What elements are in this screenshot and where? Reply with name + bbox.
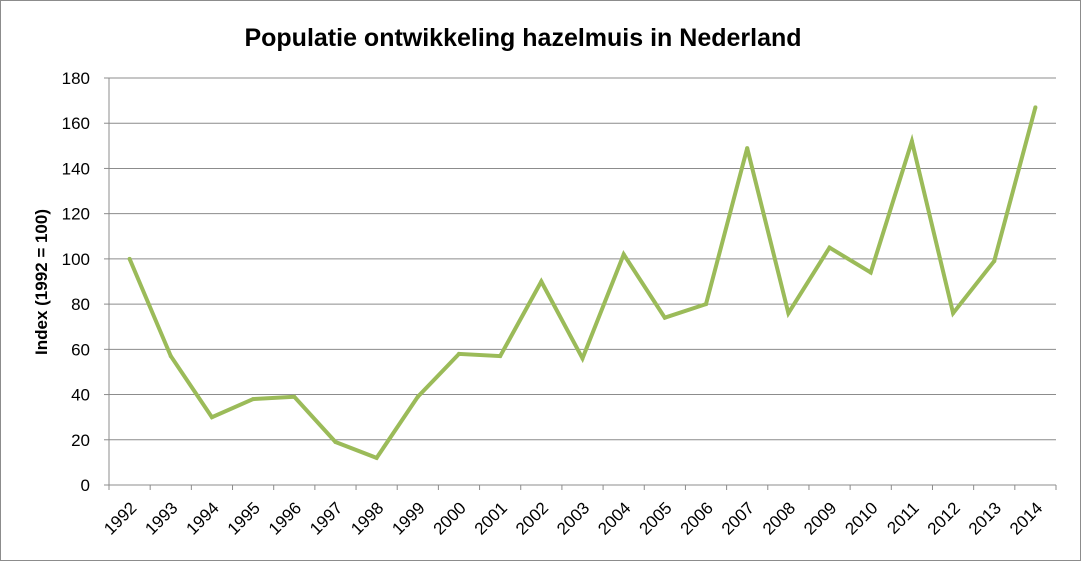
data-point-2003 bbox=[580, 356, 585, 361]
data-point-1993 bbox=[168, 354, 173, 359]
y-tick-label: 80 bbox=[71, 295, 90, 314]
x-tick-label: 1995 bbox=[224, 498, 264, 538]
x-tick-label: 1998 bbox=[347, 498, 387, 538]
data-point-2011 bbox=[909, 139, 914, 144]
data-point-1996 bbox=[292, 394, 297, 399]
series-layer bbox=[127, 105, 1038, 461]
y-axis: 0 20 40 60 80 100 120 140 160 180 bbox=[62, 69, 110, 495]
y-tick-label: 60 bbox=[71, 340, 90, 359]
x-tick-label: 1999 bbox=[388, 498, 428, 538]
data-point-1997 bbox=[333, 440, 338, 445]
grid-lines bbox=[109, 77, 1056, 441]
x-tick-label: 2001 bbox=[471, 498, 511, 538]
x-tick-label: 2002 bbox=[512, 498, 552, 538]
data-point-2005 bbox=[662, 315, 667, 320]
chart-title: Populatie ontwikkeling hazelmuis in Nede… bbox=[244, 24, 801, 52]
x-axis: 1992 1993 1994 1995 1996 1997 1998 1999 2000 2001… bbox=[100, 484, 1057, 539]
x-tick-label: 1997 bbox=[306, 498, 346, 538]
x-tick-label: 2009 bbox=[800, 498, 840, 538]
data-point-1999 bbox=[415, 394, 420, 399]
data-point-2014 bbox=[1033, 105, 1038, 110]
data-point-2006 bbox=[704, 302, 709, 307]
data-point-2007 bbox=[745, 146, 750, 151]
x-tick-label: 2014 bbox=[1006, 498, 1046, 538]
data-point-2012 bbox=[951, 311, 956, 316]
y-tick-label: 160 bbox=[62, 114, 90, 133]
x-tick-label: 2010 bbox=[841, 498, 881, 538]
x-tick-label: 2006 bbox=[677, 498, 717, 538]
x-tick-label: 2003 bbox=[553, 498, 593, 538]
data-point-1995 bbox=[251, 397, 256, 402]
x-tick-label: 2011 bbox=[883, 498, 922, 537]
y-tick-label: 0 bbox=[81, 476, 90, 495]
data-point-2002 bbox=[539, 279, 544, 284]
y-tick-label: 140 bbox=[62, 159, 90, 178]
y-tick-label: 100 bbox=[62, 250, 90, 269]
data-point-2008 bbox=[786, 311, 791, 316]
data-point-1998 bbox=[374, 455, 379, 460]
x-tick-label: 2008 bbox=[759, 498, 799, 538]
x-tick-label: 2013 bbox=[965, 498, 1005, 538]
x-tick-label: 2005 bbox=[635, 498, 675, 538]
x-tick-label: 1996 bbox=[265, 498, 305, 538]
data-point-2001 bbox=[498, 354, 503, 359]
x-tick-label: 2007 bbox=[718, 498, 758, 538]
data-point-1992 bbox=[127, 256, 132, 261]
x-tick-label: 2004 bbox=[594, 498, 634, 538]
y-tick-label: 180 bbox=[62, 69, 90, 88]
data-point-2000 bbox=[456, 351, 461, 356]
series-line-0 bbox=[127, 106, 1038, 461]
y-axis-label: Index (1992 = 100) bbox=[32, 209, 51, 355]
x-tick-label: 1993 bbox=[141, 498, 181, 538]
y-tick-label: 40 bbox=[71, 386, 90, 405]
data-point-2004 bbox=[621, 252, 626, 257]
data-point-1994 bbox=[209, 415, 214, 420]
x-tick-label: 1992 bbox=[100, 498, 140, 538]
x-tick-label: 2012 bbox=[924, 498, 964, 538]
x-tick-label: 1994 bbox=[183, 498, 223, 538]
y-tick-label: 20 bbox=[71, 431, 90, 450]
data-point-2009 bbox=[827, 245, 832, 250]
y-tick-label: 120 bbox=[62, 205, 90, 224]
data-point-2013 bbox=[992, 259, 997, 264]
x-tick-label: 2000 bbox=[430, 498, 470, 538]
data-point-2010 bbox=[868, 270, 873, 275]
